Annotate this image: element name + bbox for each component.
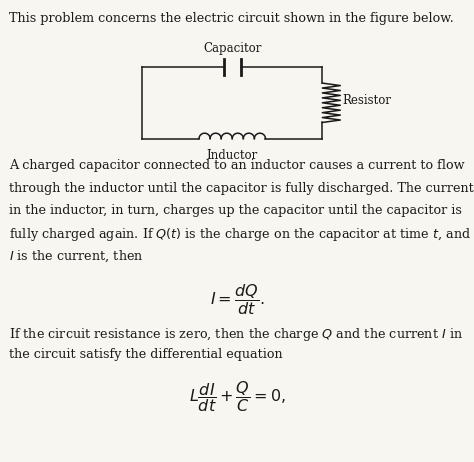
Text: Inductor: Inductor [207, 149, 258, 162]
Text: $I$ is the current, then: $I$ is the current, then [9, 248, 144, 263]
Text: $I = \dfrac{dQ}{dt}.$: $I = \dfrac{dQ}{dt}.$ [210, 282, 264, 317]
Text: $L\dfrac{dI}{dt} + \dfrac{Q}{C} = 0,$: $L\dfrac{dI}{dt} + \dfrac{Q}{C} = 0,$ [189, 379, 285, 414]
Text: Capacitor: Capacitor [203, 43, 262, 55]
Text: If the circuit resistance is zero, then the charge $Q$ and the current $I$ in: If the circuit resistance is zero, then … [9, 326, 464, 343]
Text: the circuit satisfy the differential equation: the circuit satisfy the differential equ… [9, 348, 283, 361]
Text: fully charged again. If $Q(t)$ is the charge on the capacitor at time $t$, and: fully charged again. If $Q(t)$ is the ch… [9, 226, 472, 243]
Text: in the inductor, in turn, charges up the capacitor until the capacitor is: in the inductor, in turn, charges up the… [9, 204, 462, 217]
Text: This problem concerns the electric circuit shown in the figure below.: This problem concerns the electric circu… [9, 12, 454, 24]
Text: through the inductor until the capacitor is fully discharged. The current: through the inductor until the capacitor… [9, 182, 474, 195]
Text: A charged capacitor connected to an inductor causes a current to flow: A charged capacitor connected to an indu… [9, 159, 465, 172]
Text: Resistor: Resistor [343, 94, 392, 107]
